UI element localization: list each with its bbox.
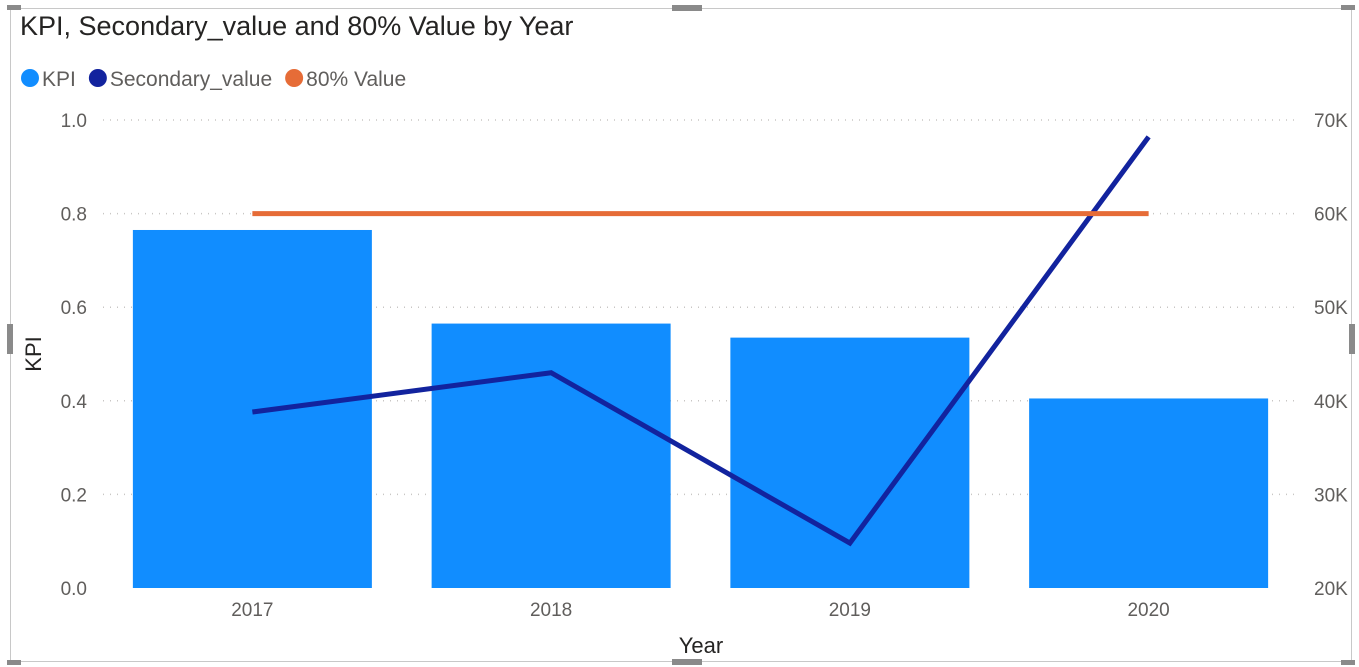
resize-handle-corner-tr[interactable]	[1341, 5, 1355, 10]
y-tick-label-0: 0.0	[61, 579, 87, 600]
y-tick-label-4: 0.8	[61, 205, 87, 226]
resize-handle-right[interactable]	[1349, 324, 1355, 354]
x-tick-label-3: 2020	[1127, 600, 1169, 621]
x-axis-title: Year	[679, 633, 723, 658]
resize-handle-corner-br[interactable]	[1341, 660, 1355, 665]
y2-tick-label-0: 20K	[1314, 579, 1348, 600]
bar-2020	[1029, 398, 1269, 588]
resize-handle-corner-bl[interactable]	[7, 660, 21, 665]
series-lines	[252, 135, 1151, 547]
legend-label-0: KPI	[42, 68, 76, 91]
visual-frame[interactable]	[7, 5, 1355, 665]
y-tick-label-3: 0.6	[61, 298, 87, 319]
legend: KPI Secondary_value 80% Value	[21, 68, 406, 91]
y2-tick-label-2: 40K	[1314, 392, 1348, 413]
bar-2019	[730, 337, 970, 588]
resize-handle-corner-tl[interactable]	[7, 5, 21, 10]
x-axis: 2017 2018 2019 2020	[231, 600, 1170, 621]
x-tick-label-2: 2019	[829, 600, 871, 621]
kpi-bars	[132, 229, 1269, 589]
legend-label-1: Secondary_value	[110, 68, 272, 91]
chart-title: KPI, Secondary_value and 80% Value by Ye…	[20, 11, 573, 41]
bar-2017	[132, 229, 372, 589]
bar-2018	[431, 323, 671, 588]
resize-handle-top[interactable]	[672, 5, 702, 11]
y2-tick-label-4: 60K	[1314, 205, 1348, 226]
x-tick-label-0: 2017	[231, 600, 273, 621]
y-tick-label-2: 0.4	[61, 392, 88, 413]
resize-handle-bottom[interactable]	[672, 659, 702, 665]
legend-marker-2	[285, 69, 304, 87]
legend-marker-1	[88, 69, 107, 87]
legend-marker-0	[21, 69, 39, 87]
y2-tick-label-3: 50K	[1314, 298, 1348, 319]
resize-handle-left[interactable]	[7, 324, 13, 354]
y-axis-title: KPI	[21, 336, 46, 371]
legend-label-2: 80% Value	[306, 68, 406, 91]
y-axis-left: 0.0 0.2 0.4 0.6 0.8 1.0	[61, 111, 88, 600]
y2-tick-label-5: 70K	[1314, 111, 1348, 132]
line-series-0	[252, 135, 1151, 547]
y-tick-label-1: 0.2	[61, 485, 87, 506]
y-tick-label-5: 1.0	[61, 111, 87, 132]
y2-tick-label-1: 30K	[1314, 485, 1348, 506]
y-axis-right: 20K 30K 40K 50K 60K 70K	[1314, 111, 1348, 600]
x-tick-label-1: 2018	[530, 600, 572, 621]
